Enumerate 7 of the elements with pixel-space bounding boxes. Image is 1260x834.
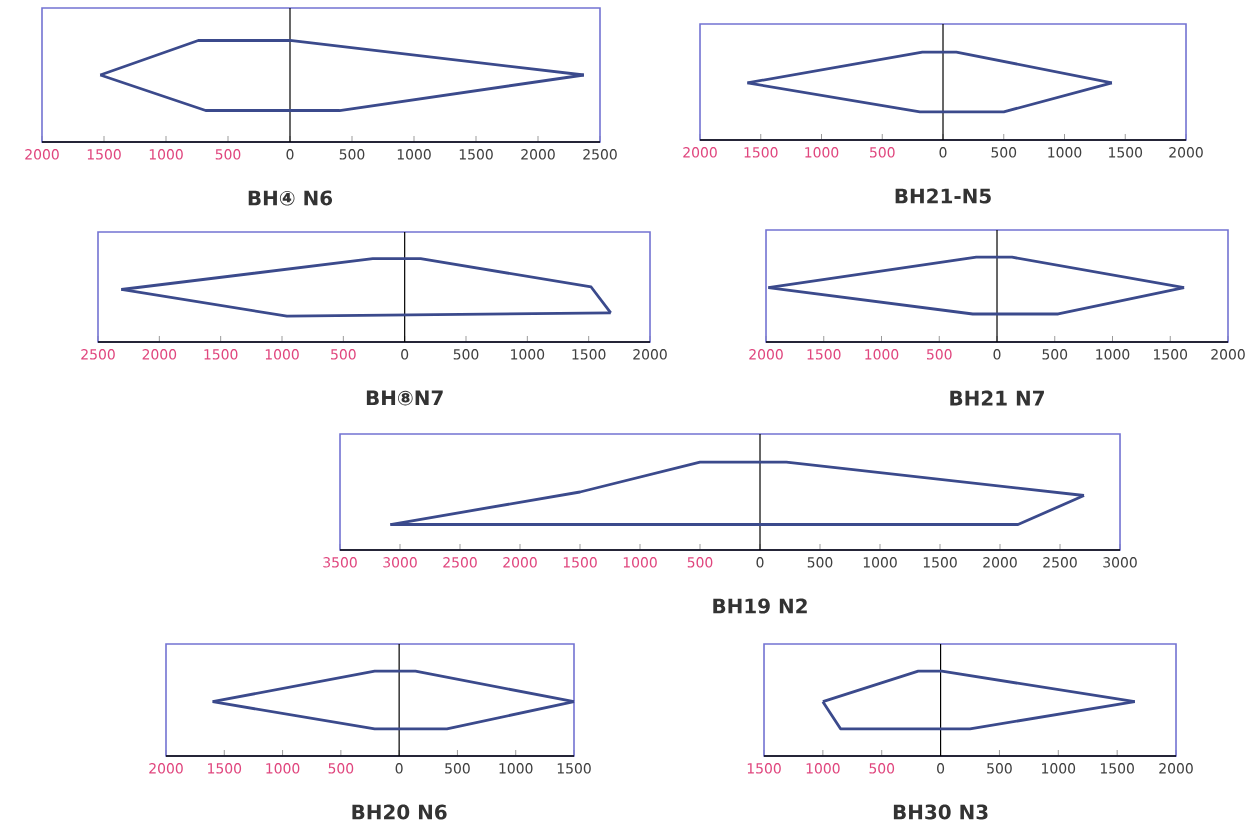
x-axis-title: BH19 N2 [713,598,807,614]
x-axis-title: BH21 N7 [950,390,1044,406]
x-axis-title: BH⑧N7 [366,390,443,406]
x-axis-title: BH20 N6 [352,804,447,820]
x-axis-title: BH④ N6 [248,190,333,206]
x-axis-title: BH30 N3 [893,804,988,820]
x-axis-title: BH21-N5 [895,188,991,204]
